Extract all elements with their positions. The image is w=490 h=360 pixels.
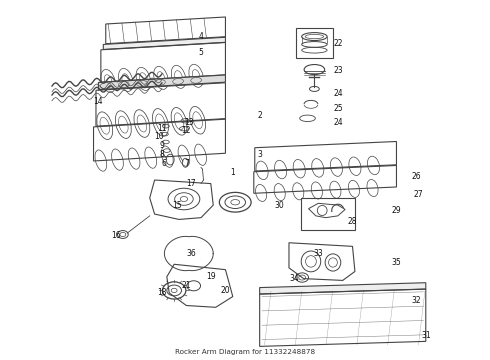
- Text: 36: 36: [186, 249, 196, 258]
- Text: 24: 24: [333, 89, 343, 98]
- Polygon shape: [260, 283, 426, 294]
- Text: 8: 8: [160, 150, 164, 159]
- Text: 28: 28: [348, 217, 357, 226]
- Text: 33: 33: [314, 249, 323, 258]
- Text: 29: 29: [392, 206, 401, 215]
- Text: 12: 12: [182, 126, 191, 135]
- Text: 32: 32: [411, 296, 421, 305]
- Text: 27: 27: [414, 190, 423, 199]
- Text: 2: 2: [257, 111, 262, 120]
- Text: 23: 23: [333, 66, 343, 75]
- Text: 13: 13: [184, 118, 194, 127]
- Text: 31: 31: [421, 332, 431, 341]
- Text: 19: 19: [206, 272, 216, 281]
- Text: 5: 5: [198, 48, 203, 57]
- Text: 6: 6: [162, 159, 167, 168]
- Text: 4: 4: [198, 32, 203, 41]
- Text: 35: 35: [392, 258, 401, 267]
- Text: 26: 26: [411, 172, 421, 181]
- Text: 15: 15: [172, 201, 181, 210]
- Text: 11: 11: [157, 123, 167, 132]
- Text: 17: 17: [186, 179, 196, 188]
- Text: 22: 22: [333, 39, 343, 48]
- Text: 7: 7: [184, 159, 189, 168]
- Polygon shape: [98, 75, 225, 90]
- Text: 34: 34: [289, 274, 299, 283]
- Text: Rocker Arm Diagram for 11332248878: Rocker Arm Diagram for 11332248878: [175, 349, 315, 355]
- Text: 9: 9: [160, 141, 164, 150]
- Polygon shape: [103, 37, 225, 49]
- Bar: [296, 28, 333, 58]
- Text: 20: 20: [220, 285, 230, 294]
- Text: 30: 30: [274, 201, 284, 210]
- Text: 25: 25: [333, 104, 343, 113]
- Text: 10: 10: [155, 132, 164, 141]
- Text: 14: 14: [94, 96, 103, 105]
- Text: 21: 21: [182, 281, 191, 290]
- Text: 18: 18: [157, 288, 167, 297]
- Text: 16: 16: [111, 231, 121, 240]
- Text: 24: 24: [333, 118, 343, 127]
- Text: 3: 3: [257, 150, 262, 159]
- Bar: [301, 198, 355, 230]
- Text: 1: 1: [230, 168, 235, 177]
